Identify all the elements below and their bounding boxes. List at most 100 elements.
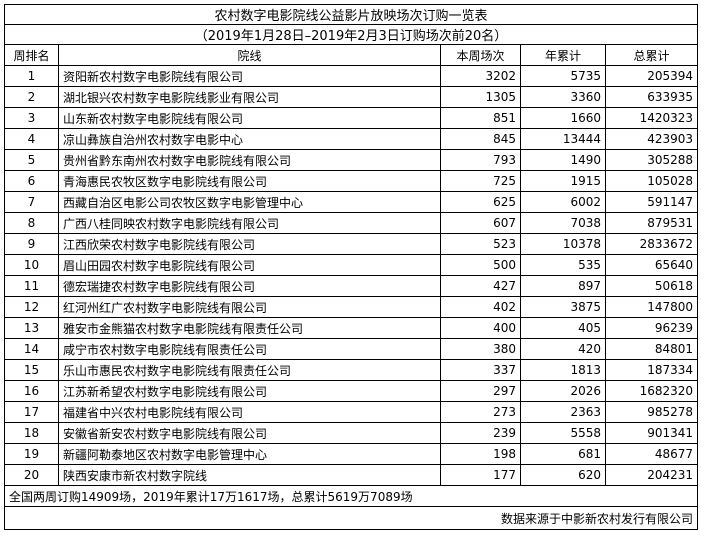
table-cell: 50618	[604, 275, 699, 297]
table-cell: 3360	[520, 86, 606, 108]
table-cell: 2026	[520, 380, 606, 402]
table-cell: 297	[440, 380, 521, 402]
table-cell: 625	[440, 191, 521, 213]
table-cell: 1305	[440, 86, 521, 108]
header-cell: 总累计	[604, 44, 699, 66]
table-cell: 337	[440, 359, 521, 381]
table-cell: 187334	[604, 359, 699, 381]
table-body: 农村数字电影院线公益影片放映场次订购一览表 （2019年1月28日–2019年2…	[3, 4, 699, 530]
table-cell: 1420323	[604, 107, 699, 129]
table-cell: 3875	[520, 296, 606, 318]
subtitle-row: （2019年1月28日–2019年2月3日订购场次前20名）	[3, 24, 699, 45]
table-row: 10 眉山田园农村数字电影院线有限公司 500 535 65640	[4, 254, 699, 276]
header-row: 周排名 院线 本周场次 年累计 总累计	[4, 44, 699, 66]
table-cell: 安徽省新安农村数字电影院线有限公司	[58, 422, 441, 444]
table-cell: 591147	[604, 191, 699, 213]
table-cell: 2833672	[604, 233, 699, 255]
table-cell: 2363	[520, 401, 606, 423]
table-cell: 资阳新农村数字电影院线有限公司	[58, 65, 441, 87]
table-row: 13 雅安市金熊猫农村数字电影院线有限责任公司 400 405 96239	[4, 317, 699, 339]
table-cell: 7	[4, 191, 59, 213]
table-cell: 江苏新希望农村数字电影院线有限公司	[58, 380, 441, 402]
table-cell: 897	[520, 275, 606, 297]
table-cell: 405	[520, 317, 606, 339]
header-cell: 年累计	[520, 44, 606, 66]
table-cell: 贵州省黔东南州农村数字电影院线有限公司	[58, 149, 441, 171]
table-cell: 535	[520, 254, 606, 276]
table-cell: 10378	[520, 233, 606, 255]
table-cell: 1490	[520, 149, 606, 171]
table-row: 3 山东新农村数字电影院线有限公司 851 1660 1420323	[4, 107, 699, 129]
table-cell: 239	[440, 422, 521, 444]
table-cell: 633935	[604, 86, 699, 108]
table-cell: 845	[440, 128, 521, 150]
table-row: 14 咸宁市农村数字电影院线有限责任公司 380 420 84801	[4, 338, 699, 360]
table-cell: 500	[440, 254, 521, 276]
table-row: 20 陕西安康市新农村数字院线 177 620 204231	[4, 464, 699, 486]
table-cell: 13	[4, 317, 59, 339]
table-cell: 5735	[520, 65, 606, 87]
table-row: 16 江苏新希望农村数字电影院线有限公司 297 2026 1682320	[4, 380, 699, 402]
table-cell: 1915	[520, 170, 606, 192]
table-cell: 新疆阿勒泰地区农村数字电影管理中心	[58, 443, 441, 465]
table-cell: 15	[4, 359, 59, 381]
data-table: 农村数字电影院线公益影片放映场次订购一览表 （2019年1月28日–2019年2…	[3, 4, 699, 530]
table-cell: 咸宁市农村数字电影院线有限责任公司	[58, 338, 441, 360]
table-cell: 1660	[520, 107, 606, 129]
table-row: 8 广西八桂同映农村数字电影院线有限公司 607 7038 879531	[4, 212, 699, 234]
table-cell: 广西八桂同映农村数字电影院线有限公司	[58, 212, 441, 234]
table-cell: 乐山市惠民农村数字电影院线有限责任公司	[58, 359, 441, 381]
table-cell: 105028	[604, 170, 699, 192]
table-cell: 607	[440, 212, 521, 234]
footnote-row: 全国两周订购14909场，2019年累计17万1617场，总累计5619万708…	[3, 485, 699, 507]
table-cell: 12	[4, 296, 59, 318]
table-cell: 204231	[604, 464, 699, 486]
table-cell: 7038	[520, 212, 606, 234]
subtitle: （2019年1月28日–2019年2月3日订购场次前20名）	[3, 24, 699, 45]
source-row: 数据来源于中影新农村发行有限公司	[3, 506, 699, 530]
table-cell: 901341	[604, 422, 699, 444]
table-cell: 8	[4, 212, 59, 234]
table-row: 15 乐山市惠民农村数字电影院线有限责任公司 337 1813 187334	[4, 359, 699, 381]
table-cell: 65640	[604, 254, 699, 276]
table-row: 19 新疆阿勒泰地区农村数字电影管理中心 198 681 48677	[4, 443, 699, 465]
table-cell: 879531	[604, 212, 699, 234]
table-row: 6 青海惠民农牧区数字电影院线有限公司 725 1915 105028	[4, 170, 699, 192]
table-cell: 16	[4, 380, 59, 402]
header-cell: 院线	[58, 44, 441, 66]
table-cell: 山东新农村数字电影院线有限公司	[58, 107, 441, 129]
table-cell: 1	[4, 65, 59, 87]
table-cell: 湖北银兴农村数字电影院线影业有限公司	[58, 86, 441, 108]
header-cell: 本周场次	[440, 44, 521, 66]
table-cell: 205394	[604, 65, 699, 87]
table-cell: 147800	[604, 296, 699, 318]
title: 农村数字电影院线公益影片放映场次订购一览表	[3, 4, 699, 25]
table-cell: 725	[440, 170, 521, 192]
table-row: 4 凉山彝族自治州农村数字电影中心 845 13444 423903	[4, 128, 699, 150]
table-cell: 523	[440, 233, 521, 255]
table-cell: 84801	[604, 338, 699, 360]
title-row: 农村数字电影院线公益影片放映场次订购一览表	[3, 4, 699, 25]
table-cell: 4	[4, 128, 59, 150]
table-row: 1 资阳新农村数字电影院线有限公司 3202 5735 205394	[4, 65, 699, 87]
table-cell: 423903	[604, 128, 699, 150]
table-cell: 11	[4, 275, 59, 297]
table-cell: 江西欣荣农村数字电影院线有限公司	[58, 233, 441, 255]
table-cell: 3	[4, 107, 59, 129]
table-row: 11 德宏瑞捷农村数字电影院线有限公司 427 897 50618	[4, 275, 699, 297]
table-cell: 20	[4, 464, 59, 486]
table-row: 2 湖北银兴农村数字电影院线影业有限公司 1305 3360 633935	[4, 86, 699, 108]
table-cell: 6002	[520, 191, 606, 213]
table-cell: 红河州红广农村数字电影院线有限公司	[58, 296, 441, 318]
table-cell: 620	[520, 464, 606, 486]
table-cell: 17	[4, 401, 59, 423]
table-cell: 985278	[604, 401, 699, 423]
table-cell: 1813	[520, 359, 606, 381]
footnote: 全国两周订购14909场，2019年累计17万1617场，总累计5619万708…	[3, 485, 699, 507]
table-cell: 793	[440, 149, 521, 171]
table-cell: 3202	[440, 65, 521, 87]
table-row: 17 福建省中兴农村电影院线有限公司 273 2363 985278	[4, 401, 699, 423]
table-cell: 陕西安康市新农村数字院线	[58, 464, 441, 486]
table-cell: 851	[440, 107, 521, 129]
